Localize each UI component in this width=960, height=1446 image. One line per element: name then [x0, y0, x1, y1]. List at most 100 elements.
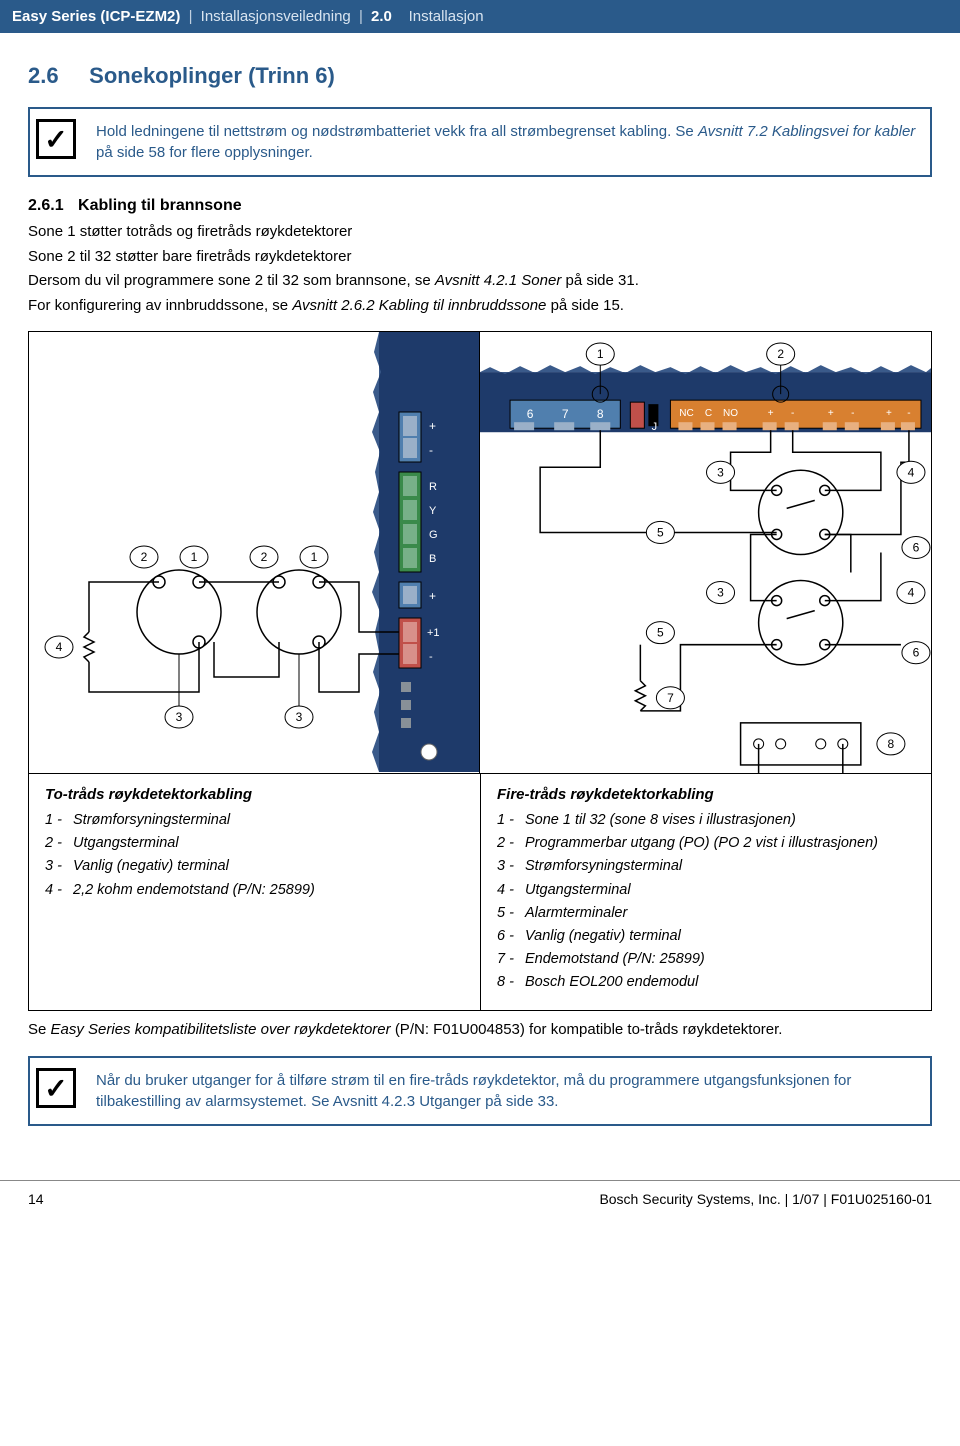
breadcrumb-sep: | — [359, 8, 363, 25]
p3b: Avsnitt 4.2.1 Soner — [435, 272, 561, 289]
callout: 2 — [141, 550, 148, 564]
notice-box-1: ✓ Hold ledningene til nettstrøm og nødst… — [28, 107, 932, 177]
subsection-name: Kabling til brannsone — [78, 197, 242, 214]
wiring-diagram: + - R Y G B + +1 - — [28, 331, 932, 774]
notice1-c: på side 58 for flere opplysninger. — [96, 144, 313, 161]
breadcrumb-2: Installasjonsveiledning — [201, 8, 351, 25]
legend-item: 1 -Sone 1 til 32 (sone 8 vises i illustr… — [497, 809, 915, 832]
callout: 8 — [888, 737, 895, 751]
diagram-right-svg: 6 7 8 J NC C NO + - + — [480, 332, 931, 773]
lbl-7: 7 — [562, 407, 569, 421]
section-number: 2.6 — [28, 63, 59, 88]
lbl-p2: + — [828, 408, 834, 419]
term-minus1: - — [429, 651, 433, 663]
fn-a: Se — [28, 1021, 51, 1038]
callout: 5 — [657, 626, 664, 640]
subsection-title: 2.6.1 Kabling til brannsone — [28, 197, 932, 215]
diagram-left-svg: + - R Y G B + +1 - — [29, 332, 479, 772]
p4b: Avsnitt 2.6.2 Kabling til innbruddssone — [292, 297, 546, 314]
lbl-m2: - — [851, 408, 854, 419]
body-p2: Sone 2 til 32 støtter bare firetråds røy… — [28, 246, 932, 269]
footer-right: Bosch Security Systems, Inc. | 1/07 | F0… — [599, 1191, 932, 1207]
footnote: Se Easy Series kompatibilitetsliste over… — [28, 1021, 932, 1038]
legend-left-title: To-tråds røykdetektorkabling — [45, 786, 464, 803]
callout: 6 — [913, 540, 920, 554]
callout: 6 — [913, 646, 920, 660]
p3c: på side 31. — [566, 272, 639, 289]
diagram-left: + - R Y G B + +1 - — [29, 332, 480, 773]
notice-icon-cell: ✓ — [30, 109, 82, 175]
term-plus2: + — [429, 589, 436, 603]
fn-b: Easy Series kompatibilitetsliste over rø… — [51, 1021, 391, 1038]
subsection-number: 2.6.1 — [28, 197, 64, 214]
page-footer: 14 Bosch Security Systems, Inc. | 1/07 |… — [0, 1180, 960, 1225]
check-icon: ✓ — [36, 1068, 76, 1108]
legend-item: 3 -Vanlig (negativ) terminal — [45, 855, 464, 878]
notice1-a: Hold ledningene til nettstrøm og nødstrø… — [96, 123, 698, 140]
callout: 4 — [908, 465, 915, 479]
term-g: G — [429, 529, 438, 541]
p4a: For konfigurering av innbruddssone, se — [28, 297, 292, 314]
callout: 7 — [667, 691, 674, 705]
body-p1: Sone 1 støtter totråds og firetråds røyk… — [28, 221, 932, 244]
term-b: B — [429, 553, 436, 565]
lbl-p1: + — [768, 408, 774, 419]
term-minus: - — [429, 443, 433, 457]
breadcrumb-sep: | — [189, 8, 193, 25]
notice-text: Hold ledningene til nettstrøm og nødstrø… — [82, 109, 930, 175]
legend-item: 5 -Alarmterminaler — [497, 902, 915, 925]
section-name: Sonekoplinger (Trinn 6) — [89, 63, 335, 88]
legend-item: 8 -Bosch EOL200 endemodul — [497, 971, 915, 994]
breadcrumb-1: Easy Series (ICP-EZM2) — [12, 8, 180, 25]
breadcrumb-3: 2.0 — [371, 8, 392, 25]
term-plus1: +1 — [427, 627, 440, 639]
lbl-m1: - — [791, 408, 794, 419]
callout: 3 — [176, 710, 183, 724]
legend-item: 4 -2,2 kohm endemotstand (P/N: 25899) — [45, 879, 464, 902]
notice-box-2: ✓ Når du bruker utganger for å tilføre s… — [28, 1056, 932, 1126]
lbl-j: J — [652, 421, 658, 433]
legend-item: 6 -Vanlig (negativ) terminal — [497, 925, 915, 948]
callout: 1 — [191, 550, 198, 564]
check-icon: ✓ — [36, 119, 76, 159]
page-number: 14 — [28, 1191, 44, 1207]
callout: 1 — [311, 550, 318, 564]
header-bar: Easy Series (ICP-EZM2) | Installasjonsve… — [0, 0, 960, 33]
lbl-m3: - — [907, 408, 910, 419]
page-content: 2.6 Sonekoplinger (Trinn 6) ✓ Hold ledni… — [0, 33, 960, 1156]
lbl-no: NO — [723, 408, 738, 419]
legend-right: Fire-tråds røykdetektorkabling 1 -Sone 1… — [480, 774, 932, 1012]
lbl-c: C — [705, 408, 712, 419]
legend-item: 1 -Strømforsyningsterminal — [45, 809, 464, 832]
term-r: R — [429, 481, 437, 493]
notice2-text: Når du bruker utganger for å tilføre str… — [82, 1058, 930, 1124]
term-plus: + — [429, 419, 436, 433]
legend-item: 2 -Utgangsterminal — [45, 832, 464, 855]
callout: 5 — [657, 525, 664, 539]
callout: 2 — [777, 347, 784, 361]
notice1-b: Avsnitt 7.2 Kablingsvei for kabler — [698, 123, 915, 140]
callout: 1 — [597, 347, 604, 361]
fn-c: (P/N: F01U004853) for kompatible to-tråd… — [395, 1021, 783, 1038]
p3a: Dersom du vil programmere sone 2 til 32 … — [28, 272, 435, 289]
callout: 4 — [908, 586, 915, 600]
callout: 4 — [56, 640, 63, 654]
legend-right-title: Fire-tråds røykdetektorkabling — [497, 786, 915, 803]
legend-item: 4 -Utgangsterminal — [497, 879, 915, 902]
lbl-nc: NC — [679, 408, 693, 419]
notice-icon-cell: ✓ — [30, 1058, 82, 1124]
callout: 3 — [717, 586, 724, 600]
legend-row: To-tråds røykdetektorkabling 1 -Strømfor… — [28, 774, 932, 1012]
callout: 3 — [296, 710, 303, 724]
lbl-6: 6 — [527, 407, 534, 421]
lbl-8: 8 — [597, 407, 604, 421]
legend-item: 3 -Strømforsyningsterminal — [497, 855, 915, 878]
callout: 3 — [717, 465, 724, 479]
body-p4: For konfigurering av innbruddssone, se A… — [28, 295, 932, 318]
diagram-right: 6 7 8 J NC C NO + - + — [480, 332, 931, 773]
term-y: Y — [429, 505, 437, 517]
legend-item: 7 -Endemotstand (P/N: 25899) — [497, 948, 915, 971]
legend-left: To-tråds røykdetektorkabling 1 -Strømfor… — [28, 774, 480, 1012]
lbl-p3: + — [886, 408, 892, 419]
legend-item: 2 -Programmerbar utgang (PO) (PO 2 vist … — [497, 832, 915, 855]
